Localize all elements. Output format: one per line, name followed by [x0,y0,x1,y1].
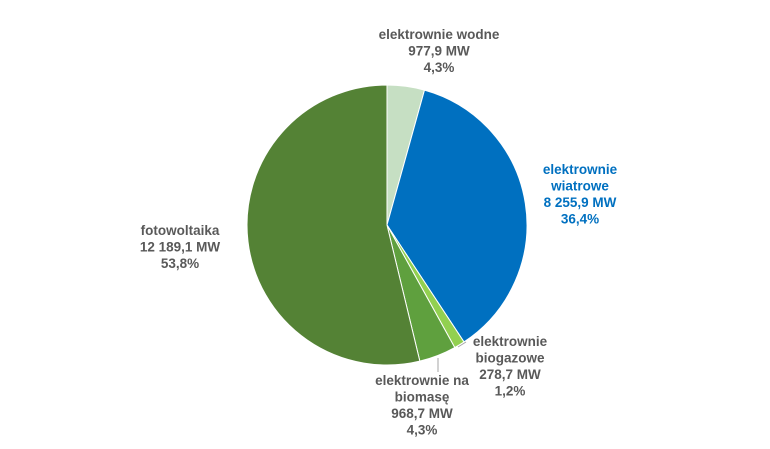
slice-label-line: elektrownie wodne [379,27,500,42]
pie-slices [246,84,528,366]
leader-line-biogazowe [457,341,467,348]
slice-label-line: fotowoltaika [141,223,220,238]
slice-label-line: 278,7 MW [479,367,541,382]
slice-label-line: wiatrowe [550,179,609,194]
slice-label-line: elektrownie na [375,373,469,388]
slice-label-line: elektrownie [473,334,548,349]
slice-label-line: 968,7 MW [391,406,453,421]
slice-label-line: biogazowe [475,351,544,366]
pie-slice-fotowoltaika [246,84,421,366]
slice-label-wiatrowe: elektrownie wiatrowe 8 255,9 MW 36,4% [543,162,618,227]
slice-label-biogazowe: elektrownie biogazowe 278,7 MW 1,2% [473,334,548,399]
slice-label-line: 12 189,1 MW [140,240,221,255]
slice-label-biomasa: elektrownie na biomasę 968,7 MW 4,3% [375,373,469,438]
slice-label-line: biomasę [395,390,450,405]
slice-label-line: 4,3% [407,423,438,438]
slice-label-line: 1,2% [495,384,526,399]
slice-label-line: 4,3% [424,60,455,75]
slice-label-line: 53,8% [161,256,199,271]
slice-label-line: 977,9 MW [408,44,470,59]
slice-labels: elektrownie wodne 977,9 MW 4,3%elektrownie… [140,27,618,438]
slice-label-wodne: elektrownie wodne 977,9 MW 4,3% [379,27,500,75]
leader-lines [437,341,467,372]
slice-label-line: 8 255,9 MW [544,195,617,210]
pie-slice-wiatrowe [386,89,528,343]
slice-label-fotowoltaika: fotowoltaika 12 189,1 MW 53,8% [140,223,221,271]
slice-label-line: elektrownie [543,162,618,177]
slice-label-line: 36,4% [561,212,599,227]
